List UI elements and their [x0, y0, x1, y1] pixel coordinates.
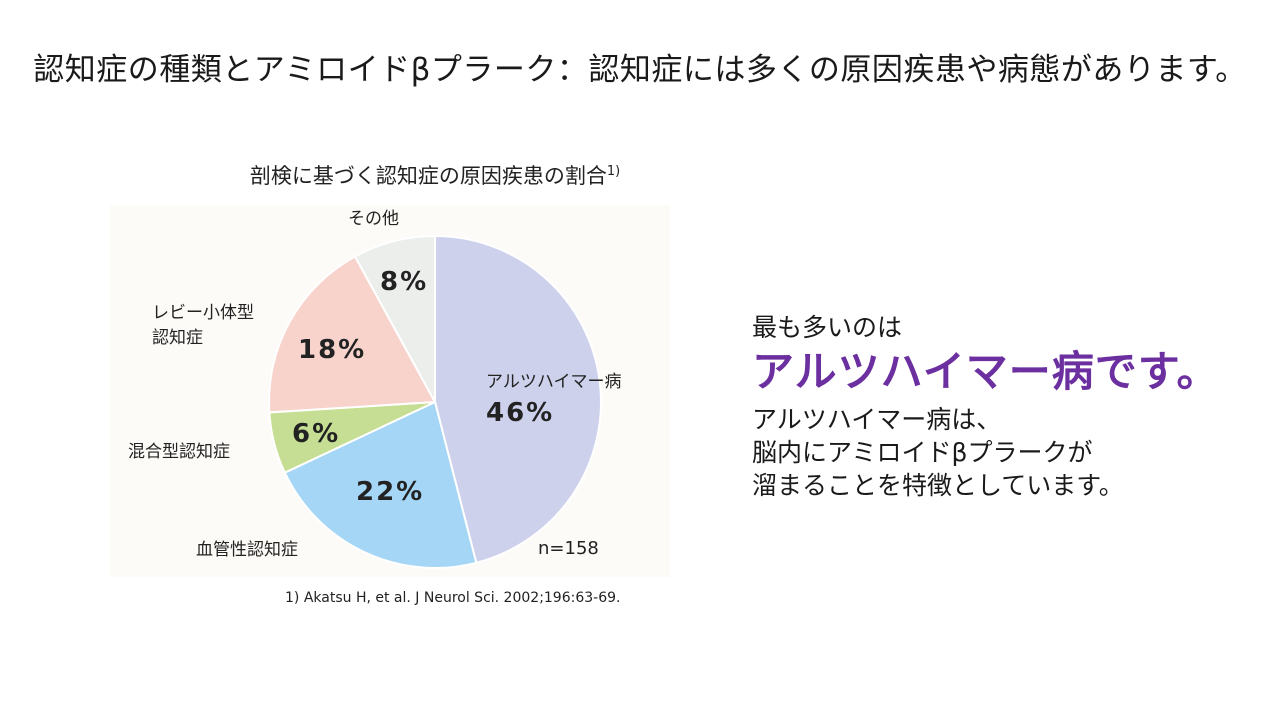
slice-label-other: その他: [348, 209, 399, 229]
slice-label-lewy: レビー小体型 認知症: [152, 301, 254, 350]
slice-label-vascular: 血管性認知症: [196, 540, 298, 560]
message-lead: 最も多いのは: [752, 313, 903, 342]
pie-chart: [268, 234, 602, 569]
chart-panel: アルツハイマー病 46% 血管性認知症 22% 混合型認知症 6% レビー小体型…: [110, 205, 670, 577]
slice-other: [353, 234, 436, 403]
slice-value-lewy: 18%: [298, 335, 367, 365]
message-highlight: アルツハイマー病です。: [752, 346, 1220, 396]
slice-lewy: [268, 255, 437, 414]
chart-caption-reference-mark: 1): [606, 164, 621, 179]
slice-value-alzheimer: 46%: [486, 398, 555, 428]
reference-citation: 1) Akatsu H, et al. J Neurol Sci. 2002;1…: [285, 590, 621, 606]
message-body: アルツハイマー病は、 脳内にアミロイドβプラークが 溜まることを特徴としています…: [752, 403, 1252, 502]
message-body-line-3: 溜まることを特徴としています。: [752, 471, 1124, 501]
slice-label-mixed: 混合型認知症: [128, 442, 230, 462]
chart-caption-text: 剖検に基づく認知症の原因疾患の割合: [249, 164, 607, 188]
slice-label-alzheimer: アルツハイマー病: [486, 372, 622, 392]
slice-label-lewy-line-2: 認知症: [152, 327, 203, 348]
slice-value-other: 8%: [380, 267, 429, 297]
slice-vascular: [283, 400, 478, 569]
slice-value-mixed: 6%: [292, 419, 341, 449]
message-body-line-1: アルツハイマー病は、: [752, 405, 1002, 435]
message-body-line-2: 脳内にアミロイドβプラークが: [752, 438, 1093, 468]
sample-size-label: n=158: [538, 538, 599, 559]
chart-caption: 剖検に基づく認知症の原因疾患の割合1): [120, 160, 750, 190]
key-message: 最も多いのは アルツハイマー病です。 アルツハイマー病は、 脳内にアミロイドβプ…: [752, 312, 1252, 502]
slice-alzheimer: [434, 234, 602, 565]
slide-title: 認知症の種類とアミロイドβプラーク：認知症には多くの原因疾患や病態があります。: [33, 52, 1247, 88]
slice-label-lewy-line-1: レビー小体型: [152, 303, 254, 323]
slice-value-vascular: 22%: [356, 477, 425, 507]
